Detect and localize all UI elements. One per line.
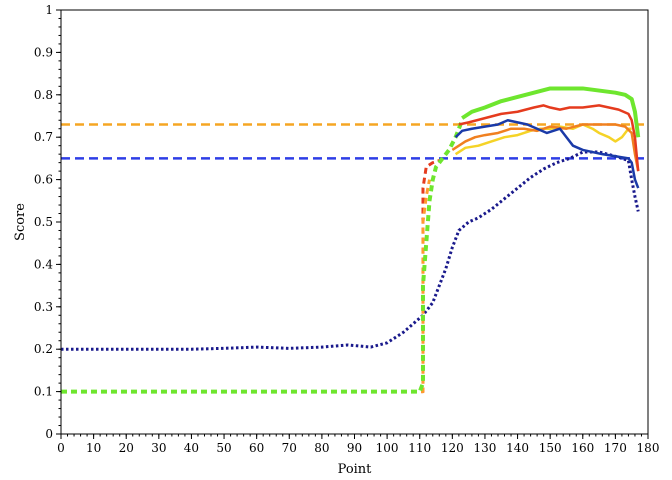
y-tick-label: 0.2	[34, 342, 53, 356]
x-tick-label: 140	[506, 441, 529, 455]
x-tick-label: 40	[184, 441, 199, 455]
y-tick-label: 0.6	[34, 173, 53, 187]
x-tick-label: 100	[376, 441, 399, 455]
y-tick-label: 1	[45, 3, 53, 17]
y-tick-label: 0.3	[34, 300, 53, 314]
series-line	[451, 123, 640, 172]
x-tick-label: 170	[604, 441, 627, 455]
series-line	[61, 159, 440, 394]
x-tick-label: 150	[539, 441, 562, 455]
y-tick-label: 0.9	[34, 45, 53, 59]
series-line	[61, 150, 640, 351]
y-tick-label: 0	[45, 427, 53, 441]
series-line	[461, 86, 641, 138]
x-tick-label: 20	[119, 441, 134, 455]
y-axis-title: Score	[13, 203, 28, 241]
x-tick-label: 130	[473, 441, 496, 455]
y-tick-label: 0.5	[34, 215, 53, 229]
x-tick-label: 90	[347, 441, 362, 455]
x-tick-label: 50	[216, 441, 231, 455]
y-tick-label: 0.4	[34, 257, 53, 271]
x-tick-label: 160	[571, 441, 594, 455]
y-tick-label: 0.1	[34, 385, 53, 399]
x-tick-label: 0	[57, 441, 65, 455]
series-line	[61, 119, 464, 394]
y-tick-label: 0.7	[34, 130, 53, 144]
x-tick-label: 80	[314, 441, 329, 455]
series-line	[61, 179, 431, 394]
y-tick-label: 0.8	[34, 88, 53, 102]
x-tick-label: 10	[86, 441, 101, 455]
axis-layer: 00.10.20.30.40.50.60.70.80.910 10 20 30 40 50…	[34, 3, 660, 455]
series-line	[454, 118, 640, 189]
plot-area-frame	[60, 9, 649, 435]
x-tick-label: 60	[249, 441, 264, 455]
series-layer	[61, 86, 648, 394]
x-tick-label: 30	[151, 441, 166, 455]
series-line	[458, 104, 640, 172]
x-tick-label: 110	[408, 441, 431, 455]
x-tick-label: 180	[637, 441, 660, 455]
x-axis-title: Point	[338, 462, 373, 477]
x-tick-label: 120	[441, 441, 464, 455]
x-tick-label: 70	[282, 441, 297, 455]
